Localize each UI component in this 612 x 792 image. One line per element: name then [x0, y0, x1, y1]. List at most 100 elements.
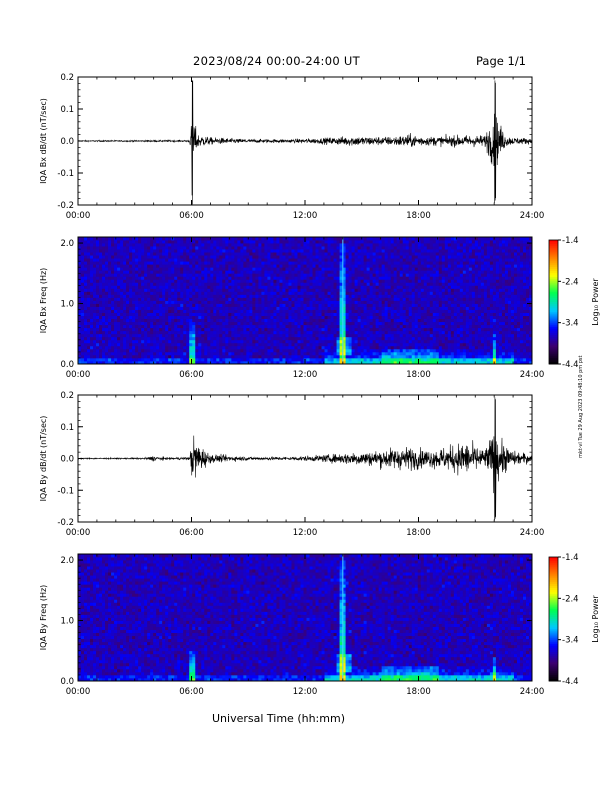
spectrogram-cell: [306, 285, 310, 289]
spectrogram-cell: [321, 300, 325, 304]
spectrogram-cell: [315, 246, 319, 250]
spectrogram-cell: [300, 270, 304, 274]
spectrogram-cell: [369, 294, 374, 298]
spectrogram-cell: [114, 285, 118, 289]
spectrogram-cell: [261, 297, 265, 301]
spectrogram-cell: [78, 345, 82, 350]
spectrogram-cell: [90, 324, 94, 329]
spectrogram-cell: [171, 345, 175, 350]
spectrogram-cell: [258, 261, 262, 265]
spectrogram-cell: [153, 246, 157, 250]
spectrogram-cell: [405, 309, 410, 313]
spectrogram-cell: [120, 273, 124, 277]
spectrogram-cell: [216, 297, 220, 301]
spectrogram-cell: [135, 303, 139, 307]
spectrogram-cell: [111, 354, 115, 359]
spectrogram-cell: [135, 330, 139, 335]
spectrogram-cell: [129, 354, 133, 359]
spectrogram-cell: [240, 354, 244, 359]
spectrogram-cell: [177, 303, 181, 307]
spectrogram-cell: [153, 351, 157, 356]
spectrogram-cell: [111, 288, 115, 292]
spectrogram-cell: [117, 321, 121, 326]
spectrogram-cell: [81, 333, 85, 338]
spectrogram-cell: [138, 309, 142, 313]
spectrogram-cell: [309, 276, 313, 280]
spectrogram-cell: [195, 351, 199, 356]
spectrogram-cell: [78, 306, 82, 310]
spectrogram-cell: [267, 258, 271, 262]
spectrogram-cell: [417, 354, 422, 359]
spectrogram-cell: [222, 297, 226, 301]
spectrogram-cell: [102, 264, 106, 268]
spectrogram-cell: [141, 312, 145, 317]
spectrogram-cell: [186, 273, 190, 277]
spectrogram-cell: [198, 312, 202, 317]
spectrogram-cell: [309, 351, 313, 356]
spectrogram-cell: [99, 285, 103, 289]
spectrogram-cell: [231, 306, 235, 310]
spectrogram-cell: [312, 282, 316, 286]
spectrogram-cell: [399, 288, 404, 292]
spectrogram-cell: [153, 333, 157, 338]
spectrogram-cell: [240, 249, 244, 253]
spectrogram-cell: [111, 267, 115, 271]
spectrogram-cell: [366, 324, 371, 329]
spectrogram-cell: [246, 318, 250, 323]
spectrogram-cell: [348, 318, 353, 323]
spectrogram-cell: [285, 282, 289, 286]
spectrogram-cell: [213, 324, 217, 329]
spectrogram-cell: [141, 318, 145, 323]
spectrogram-cell: [234, 300, 238, 304]
spectrogram-cell: [117, 252, 121, 256]
spectrogram-cell: [279, 264, 283, 268]
spectrogram-cell: [342, 321, 346, 326]
spectrogram-cell: [339, 360, 343, 365]
spectrogram-cell: [135, 339, 139, 344]
spectrogram-cell: [213, 297, 217, 301]
spectrogram-cell: [213, 351, 217, 356]
spectrogram-cell: [387, 348, 392, 353]
spectrogram-cell: [231, 333, 235, 338]
spectrogram-cell: [303, 270, 307, 274]
spectrogram-cell: [384, 360, 389, 365]
spectrogram-cell: [396, 321, 401, 326]
spectrogram-cell: [255, 276, 259, 280]
spectrogram-cell: [384, 342, 389, 347]
spectrogram-cell: [102, 270, 106, 274]
spectrogram-cell: [318, 273, 322, 277]
spectrogram-cell: [306, 318, 310, 323]
spectrogram-cell: [342, 249, 346, 253]
spectrogram-cell: [231, 246, 235, 250]
spectrogram-cell: [165, 270, 169, 274]
spectrogram-cell: [276, 333, 280, 338]
spectrogram-cell: [105, 237, 109, 241]
spectrogram-cell: [111, 294, 115, 298]
spectrogram-cell: [195, 267, 199, 271]
spectrogram-cell: [105, 357, 109, 362]
spectrogram-cell: [339, 237, 343, 241]
spectrogram-cell: [180, 237, 184, 241]
spectrogram-cell: [402, 318, 407, 323]
spectrogram-cell: [375, 333, 380, 338]
spectrogram-cell: [339, 354, 343, 359]
spectrogram-cell: [405, 318, 410, 323]
spectrogram-cell: [135, 300, 139, 304]
spectrogram-cell: [162, 315, 166, 320]
spectrogram-cell: [132, 252, 136, 256]
spectrogram-cell: [279, 276, 283, 280]
spectrogram-cell: [171, 285, 175, 289]
spectrogram-cell: [126, 303, 130, 307]
spectrogram-cell: [345, 255, 349, 259]
spectrogram-cell: [375, 240, 380, 244]
spectrogram-cell: [174, 297, 178, 301]
spectrogram-cell: [192, 258, 196, 262]
spectrogram-cell: [93, 282, 97, 286]
spectrogram-cell: [423, 240, 428, 244]
spectrogram-cell: [252, 360, 256, 365]
spectrogram-cell: [222, 285, 226, 289]
spectrogram-cell: [234, 351, 238, 356]
spectrogram-cell: [138, 327, 142, 332]
spectrogram-cell: [402, 360, 407, 365]
spectrogram-cell: [300, 264, 304, 268]
